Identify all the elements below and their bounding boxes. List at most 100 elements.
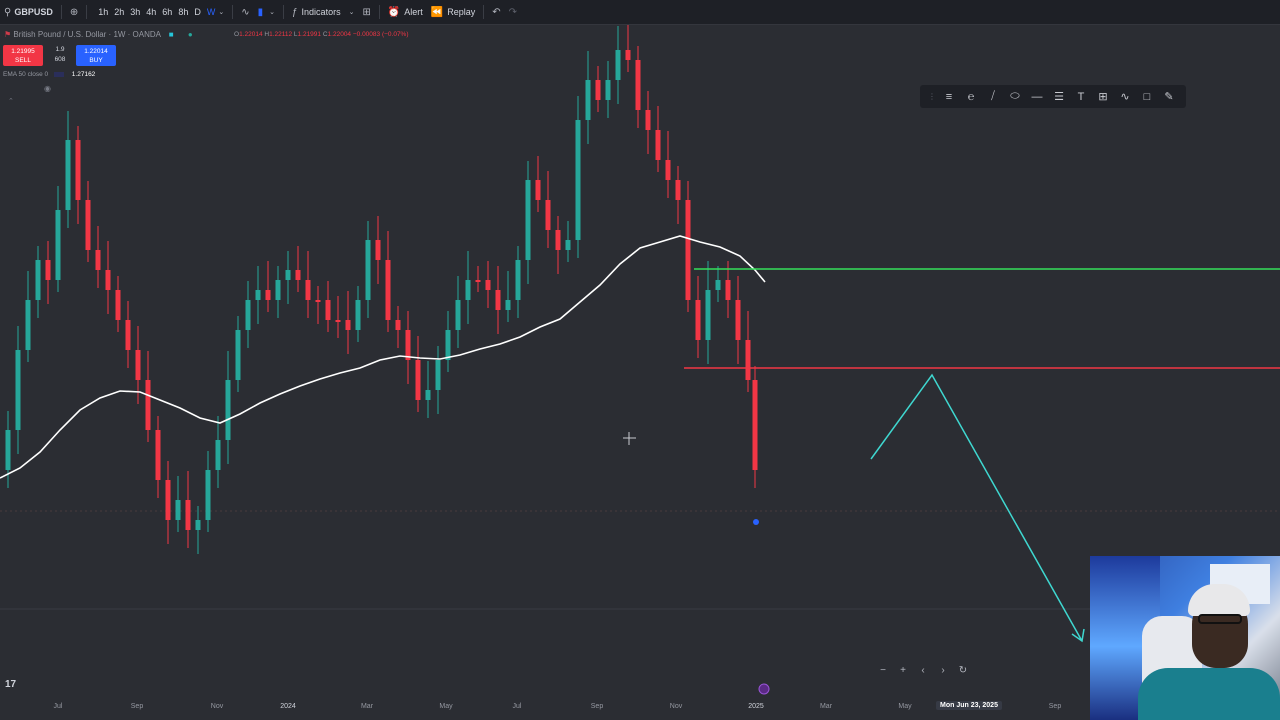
- candle-body: [715, 280, 721, 290]
- low-value: 1.21991: [297, 31, 322, 38]
- candle-body: [515, 260, 521, 300]
- candle-body: [615, 50, 621, 80]
- candle-body: [45, 260, 51, 280]
- candle-body: [335, 320, 341, 322]
- candle-body: [575, 120, 581, 240]
- interval-1h[interactable]: 1h: [98, 7, 109, 17]
- event-marker[interactable]: [758, 683, 770, 695]
- interval-d[interactable]: D: [194, 7, 201, 17]
- candle-body: [545, 200, 551, 230]
- brush-icon[interactable]: ✎: [1164, 91, 1174, 103]
- ema-legend[interactable]: EMA 50 close 0 1.27162: [3, 71, 95, 78]
- zoom-out-button[interactable]: −: [875, 663, 891, 679]
- time-axis-label: 2024: [280, 703, 296, 710]
- candles-layer: [5, 25, 758, 554]
- time-axis-label: Nov: [210, 703, 224, 710]
- tradingview-logo[interactable]: 17: [5, 679, 17, 690]
- candle-body: [15, 350, 21, 430]
- redo-button[interactable]: ↷: [505, 0, 521, 24]
- candle-body: [75, 140, 81, 200]
- candle-body: [705, 290, 711, 340]
- candle-body: [315, 300, 321, 302]
- candle-body: [135, 350, 141, 380]
- chevron-down-icon: ⌄: [348, 9, 355, 16]
- ray-icon[interactable]: —: [1031, 90, 1043, 103]
- candle-body: [275, 280, 281, 300]
- zoom-in-button[interactable]: +: [895, 663, 911, 679]
- text-cursor-icon[interactable]: ℮: [967, 90, 975, 103]
- scroll-left-button[interactable]: ‹: [915, 663, 931, 679]
- symbol-legend[interactable]: ⚑ British Pound / U.S. Dollar · 1W · OAN…: [4, 30, 193, 39]
- sell-button[interactable]: 1.21995 SELL: [3, 45, 43, 66]
- interval-8h[interactable]: 8h: [178, 7, 189, 17]
- parallel-channel-icon[interactable]: ☰: [1054, 91, 1064, 103]
- fib-tool-icon[interactable]: ≡: [945, 90, 953, 103]
- candle-body: [265, 290, 271, 300]
- time-axis-label: 2025: [748, 703, 764, 710]
- undo-button[interactable]: ↶: [488, 0, 504, 24]
- text-icon[interactable]: T: [1077, 90, 1085, 103]
- candle-body: [555, 230, 561, 250]
- webcam-person-hat: [1188, 584, 1250, 616]
- layouts-button[interactable]: ⊞: [358, 0, 374, 24]
- compare-button[interactable]: ⊕: [66, 0, 82, 24]
- ohlc-key: O: [234, 31, 240, 38]
- time-axis-label: Sep: [1048, 703, 1062, 710]
- trend-line-icon[interactable]: ⧸: [991, 90, 995, 102]
- eye-icon[interactable]: ◉: [44, 84, 51, 93]
- pitchfork-icon[interactable]: ⊞: [1098, 91, 1108, 103]
- candle-body: [95, 250, 101, 270]
- candle-body: [505, 300, 511, 310]
- time-axis[interactable]: Mon Jun 23, 2025 Jul Sep Nov 2024 Mar May Jul S…: [0, 697, 1280, 720]
- buy-button[interactable]: 1.22014 BUY: [76, 45, 116, 66]
- candle-body: [752, 380, 758, 470]
- indicators-button[interactable]: ƒ Indicators ⌄: [288, 0, 358, 24]
- crosshair-cursor-icon: [623, 432, 636, 445]
- line-chart-icon: ∿: [241, 6, 250, 18]
- price-chart[interactable]: [0, 25, 1280, 696]
- reset-chart-button[interactable]: ↻: [955, 663, 971, 679]
- indicators-icon: ƒ: [291, 6, 298, 18]
- low-marker: [753, 519, 759, 525]
- chart-type-button[interactable]: ∿ ▮ ⌄: [237, 0, 279, 24]
- symbol-search[interactable]: ⚲ GBPUSD: [0, 0, 57, 24]
- drawing-toolbar: ⋮ ≡ ℮ ⧸ ⬭ — ☰ T ⊞ ∿ □ ✎: [920, 85, 1186, 108]
- candle-body: [595, 80, 601, 100]
- rectangle-icon[interactable]: □: [1143, 90, 1151, 103]
- candle-body: [475, 280, 481, 282]
- chevron-down-icon[interactable]: ⌄: [218, 9, 225, 16]
- candle-body: [325, 300, 331, 320]
- candle-body: [745, 340, 751, 380]
- projection-path[interactable]: [870, 373, 1083, 642]
- interval-4h[interactable]: 4h: [146, 7, 157, 17]
- candle-body: [435, 360, 441, 390]
- candle-body: [495, 290, 501, 310]
- interval-6h[interactable]: 6h: [162, 7, 173, 17]
- interval-group: 1h 2h 3h 4h 6h 8h D W ⌄: [91, 0, 228, 24]
- interval-w[interactable]: W: [206, 7, 216, 17]
- alert-button[interactable]: ⏰ Alert: [384, 0, 427, 24]
- path-icon[interactable]: ∿: [1120, 91, 1130, 103]
- candle-body: [385, 260, 391, 320]
- arrow-head-icon: [1071, 628, 1085, 643]
- sell-price: 1.21995: [11, 47, 35, 55]
- collapse-legend-icon[interactable]: ⌃: [8, 98, 14, 105]
- interval-2h[interactable]: 2h: [114, 7, 125, 17]
- alarm-clock-icon: ⏰: [387, 6, 401, 18]
- scroll-right-button[interactable]: ›: [935, 663, 951, 679]
- candle-body: [245, 300, 251, 330]
- ellipse-icon[interactable]: ⬭: [1010, 90, 1020, 102]
- indicators-label: Indicators: [301, 7, 341, 17]
- toolbar-divider: [60, 5, 62, 19]
- replay-button[interactable]: ⏪ Replay: [427, 0, 479, 24]
- candle-body: [305, 280, 311, 300]
- drag-handle-icon[interactable]: ⋮: [928, 92, 936, 101]
- candle-body: [455, 300, 461, 330]
- candle-body: [5, 430, 11, 470]
- candles-icon: ▮: [257, 6, 264, 18]
- webcam-person-body: [1138, 668, 1280, 720]
- candle-body: [675, 180, 681, 200]
- candle-body: [85, 200, 91, 250]
- interval-3h[interactable]: 3h: [130, 7, 141, 17]
- high-value: 1.22112: [269, 31, 293, 38]
